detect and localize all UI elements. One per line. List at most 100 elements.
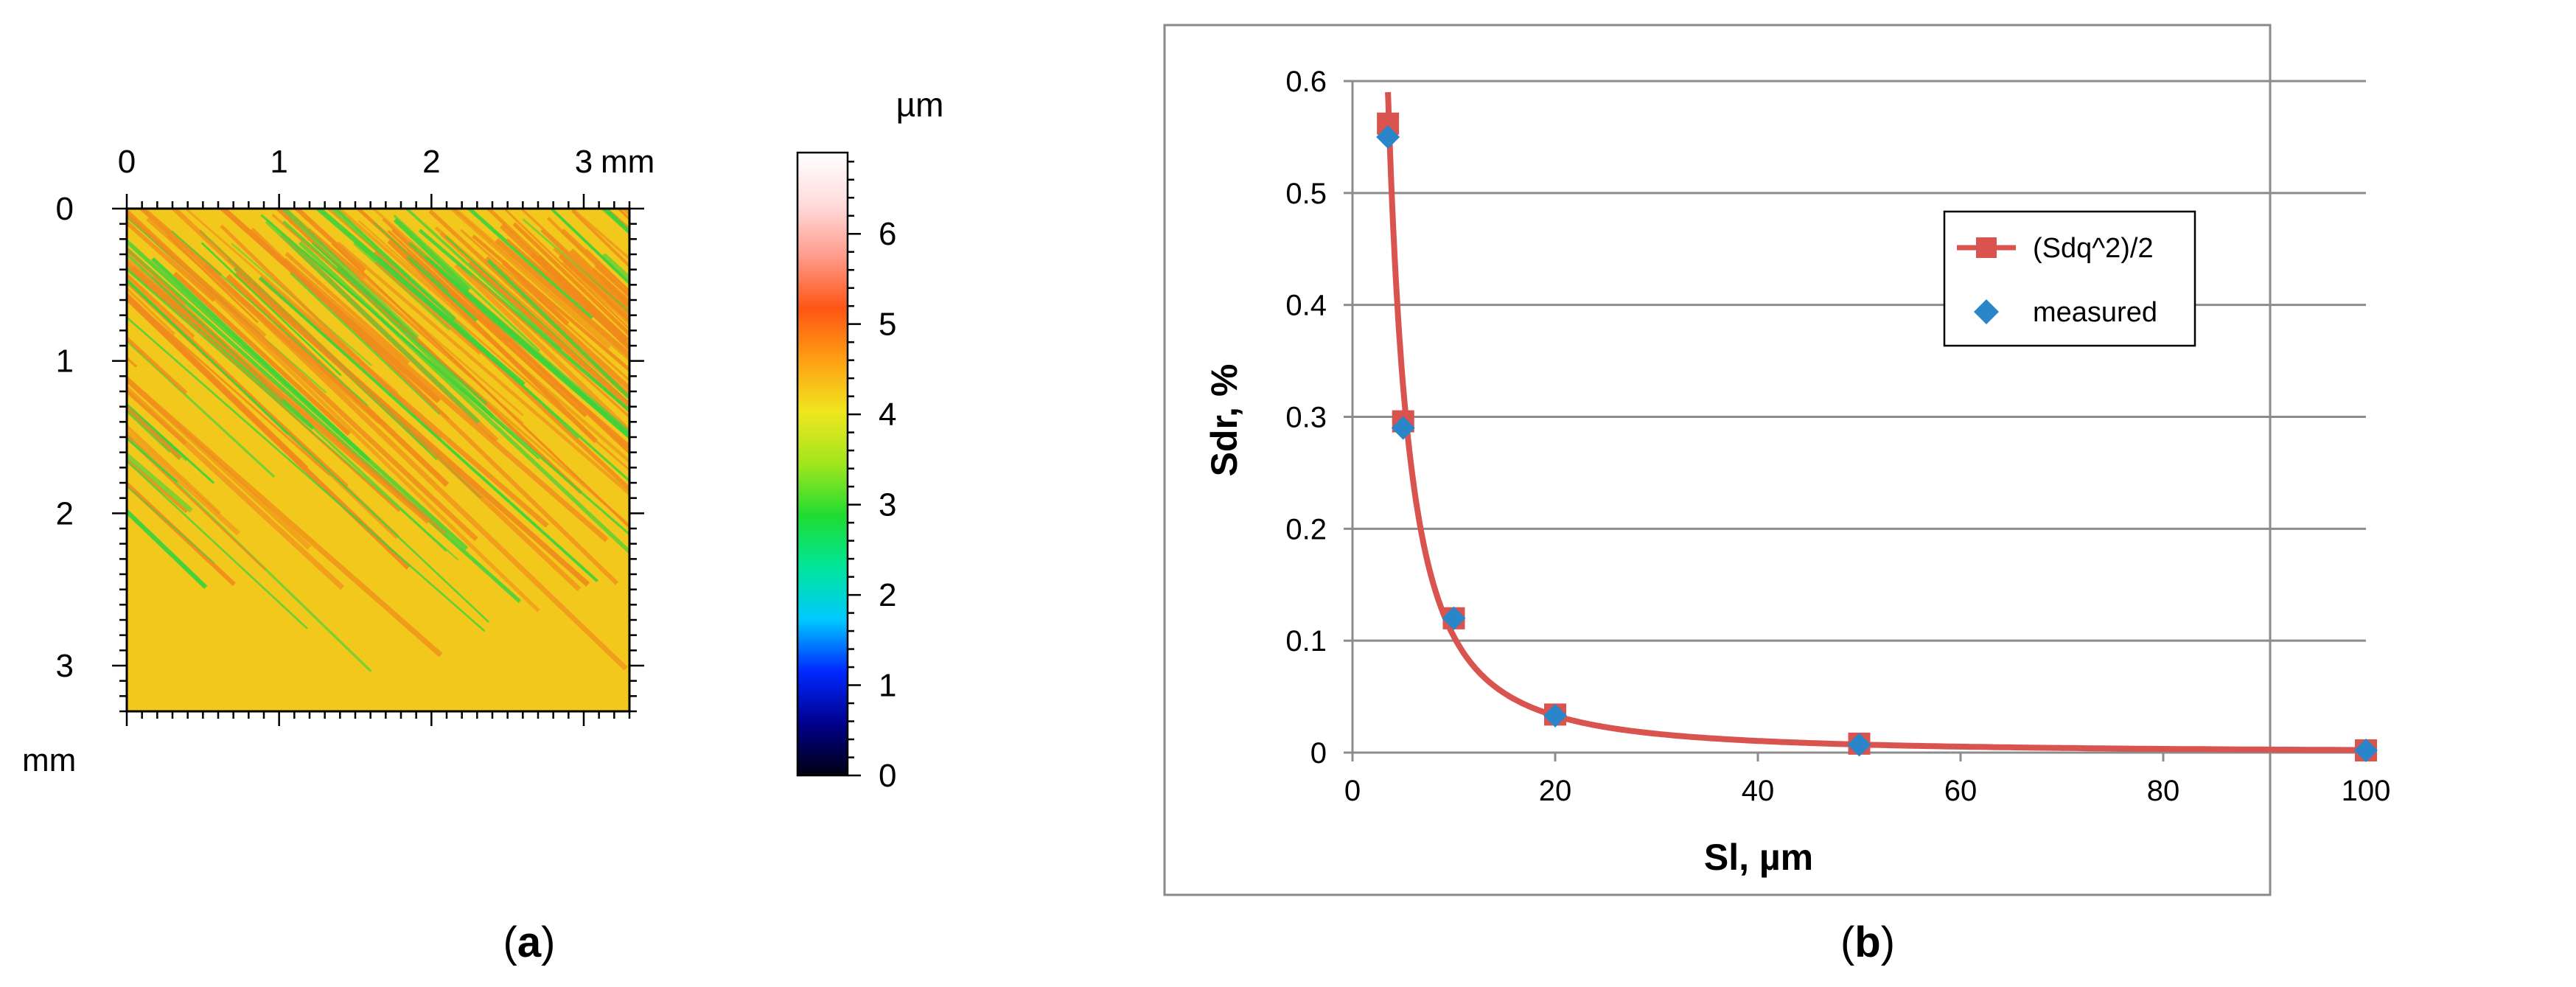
height-map-ridge	[127, 272, 195, 338]
y-tick-label: 0	[1310, 737, 1327, 770]
height-map-groove	[0, 278, 24, 346]
height-map-ridge	[570, 209, 629, 260]
y-tick-labels: 0 0.1 0.2 0.3 0.4 0.5 0.6	[1285, 66, 1327, 770]
y-tick-label: 0.3	[1285, 402, 1327, 434]
series-1-curve	[1385, 91, 2366, 753]
x-tick-label: 80	[2147, 775, 2180, 807]
height-map-groove	[127, 279, 490, 623]
height-map-ridge	[127, 261, 285, 400]
height-map-ridge	[811, 251, 1116, 519]
height-map-groove	[0, 182, 4, 273]
height-map-ridge	[127, 429, 241, 536]
legend-diamond-marker	[1974, 299, 1999, 324]
height-map-groove	[0, 243, 27, 330]
height-map-ridge	[540, 229, 629, 315]
height-map-groove	[265, 219, 481, 425]
height-map-ridge	[484, 256, 629, 392]
colorbar-tick-label: 1	[879, 668, 896, 704]
colorbar-ticks: 0 1 2 3 4 5 6	[848, 160, 896, 794]
height-map-ridge	[203, 262, 628, 671]
chart-gridlines	[1352, 80, 2366, 642]
colorbar-tick-label: 2	[879, 577, 896, 613]
height-map-ridge	[172, 271, 351, 436]
height-map-ridge	[138, 209, 387, 427]
height-map-ridge	[434, 226, 629, 400]
y-tick-label: 0.6	[1285, 66, 1327, 98]
height-map-groove	[127, 452, 193, 513]
height-map-groove	[466, 209, 593, 320]
panel-a-caption: (a)	[503, 918, 556, 966]
height-map-ridge	[485, 209, 629, 344]
height-map-y-tick-label: 3	[56, 648, 74, 684]
height-map-groove	[0, 246, 121, 430]
height-map-ridge	[454, 263, 629, 435]
height-map-ridge	[553, 247, 629, 317]
height-map-groove	[408, 241, 629, 435]
height-map-ridge	[127, 220, 216, 302]
colorbar-tick-label: 4	[879, 397, 896, 433]
height-map-x-tick-label: 0	[118, 144, 136, 180]
height-map-x-tick-label: 1	[270, 144, 287, 180]
sdr-chart-panel: 0 20 40 60 80 100 00.10.20.30.40.50.6 Sl, µm …	[1163, 24, 2391, 966]
height-map-groove	[127, 437, 178, 483]
height-map-ridge	[282, 258, 609, 543]
height-map-ridge	[127, 257, 447, 536]
height-map-groove	[280, 209, 419, 340]
height-map-groove	[127, 238, 469, 551]
height-map-groove	[127, 459, 308, 629]
y-tick-label: 0.2	[1285, 513, 1327, 545]
height-map-ridge	[0, 200, 46, 361]
height-map-ridge	[836, 257, 1123, 526]
height-map-ridge	[546, 217, 629, 299]
height-map-groove	[127, 339, 276, 478]
height-map-groove	[260, 214, 629, 536]
height-map-ridge	[405, 250, 629, 449]
y-tick-label: 0.5	[1285, 178, 1327, 210]
height-map-ridge	[571, 209, 629, 268]
height-map-ridge	[127, 404, 182, 460]
height-map-x-tick-labels: 0 1 2 3	[118, 144, 593, 180]
height-map-ridge	[167, 235, 259, 324]
height-map-ridge	[506, 238, 629, 349]
panel-a-letter: a	[517, 918, 542, 966]
height-map-ridge	[170, 209, 582, 592]
height-map-ridge	[716, 257, 794, 326]
height-map-groove	[127, 485, 215, 564]
height-map-ridge	[843, 261, 1100, 488]
height-map-ridge	[127, 294, 411, 570]
height-map-ridge	[127, 287, 175, 335]
legend-square-marker	[1976, 237, 1997, 258]
height-map-groove	[837, 244, 991, 380]
height-map-x-tick-label: 2	[422, 144, 440, 180]
height-map-groove	[758, 265, 1009, 501]
height-map-ridge	[127, 436, 266, 571]
height-map-y-tick-labels: 0 1 2 3	[56, 191, 74, 684]
height-map-groove	[127, 252, 447, 552]
height-map-ridge	[355, 209, 587, 418]
height-map-ridge	[817, 271, 1192, 628]
colorbar-tick-label: 3	[879, 487, 896, 523]
x-tick-label: 100	[2342, 775, 2391, 807]
height-map-ridge	[184, 209, 399, 394]
height-map-ticks	[112, 194, 644, 726]
height-map-groove	[314, 209, 526, 387]
height-map-ridge	[374, 259, 483, 355]
colorbar	[796, 151, 849, 777]
chart-frame	[1163, 24, 2272, 896]
height-map-ridge	[127, 433, 134, 443]
height-map-groove	[0, 190, 6, 271]
height-map-ridge	[468, 260, 629, 408]
height-map-ridge	[452, 209, 629, 362]
height-map-ridge	[336, 241, 629, 496]
height-map-panel: 0 1 2 3 0 1 2 3 mm mm 0 1 2 3 4 5 6 µm (a)	[0, 86, 1192, 966]
height-map-ridge	[869, 189, 1176, 460]
colorbar-tick-label: 6	[879, 216, 896, 252]
legend-label-series-2: measured	[2033, 297, 2157, 328]
series-2-point	[1376, 125, 1400, 149]
height-map-groove	[200, 242, 342, 377]
height-map-groove	[335, 209, 579, 439]
height-map-ridge	[715, 180, 1089, 506]
height-map	[0, 180, 1192, 711]
height-map-ridge	[336, 209, 629, 464]
